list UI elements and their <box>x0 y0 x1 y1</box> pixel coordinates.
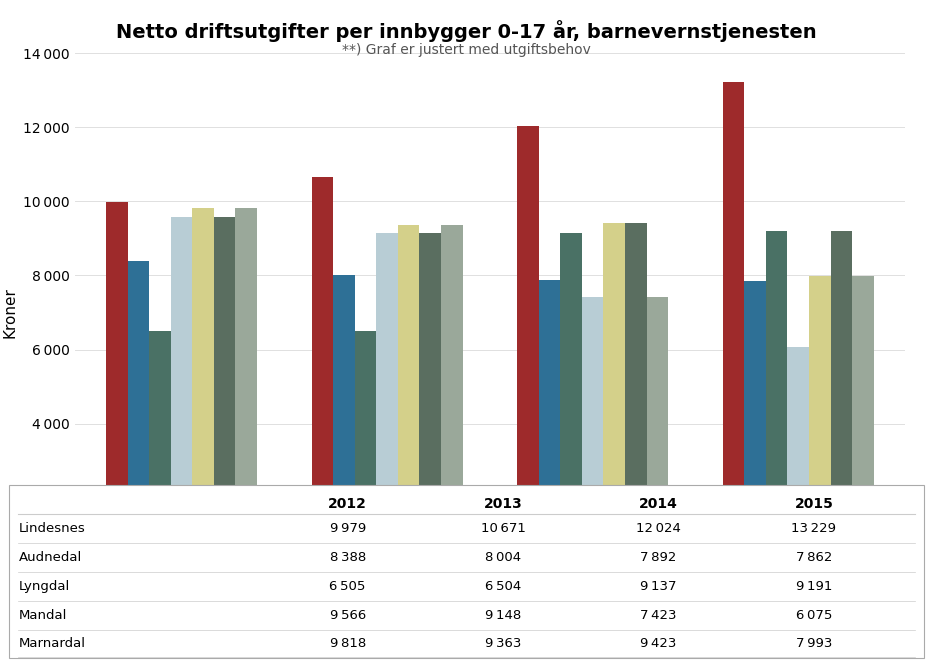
Bar <box>787 347 809 572</box>
Text: 6 075: 6 075 <box>796 608 832 622</box>
Text: 2013: 2013 <box>483 497 522 511</box>
Bar <box>647 297 668 572</box>
Legend: Lindesnes, Audnedal, Lyngdal, Mandal, Marnardal, Høyeste verdi i KOSTRA-gruppen,: Lindesnes, Audnedal, Lyngdal, Mandal, Ma… <box>131 613 849 632</box>
Bar <box>192 208 214 572</box>
Bar <box>149 331 171 572</box>
Text: 9 191: 9 191 <box>796 580 832 593</box>
Y-axis label: Kroner: Kroner <box>3 287 18 338</box>
Text: 9 137: 9 137 <box>640 580 676 593</box>
Bar <box>235 208 258 572</box>
Text: 9 818: 9 818 <box>329 638 366 650</box>
Text: 10 671: 10 671 <box>480 522 525 535</box>
Bar <box>171 217 192 572</box>
Text: 12 024: 12 024 <box>636 522 681 535</box>
Bar <box>766 231 787 572</box>
Text: 13 229: 13 229 <box>791 522 837 535</box>
Bar <box>312 176 333 572</box>
Bar <box>333 275 355 572</box>
Bar <box>722 82 745 572</box>
Text: Audnedal: Audnedal <box>19 551 82 564</box>
Bar <box>852 276 873 572</box>
Text: 6 505: 6 505 <box>329 580 366 593</box>
Text: 7 892: 7 892 <box>640 551 676 564</box>
Text: 7 423: 7 423 <box>640 608 676 622</box>
Text: 6 504: 6 504 <box>485 580 522 593</box>
Text: 9 363: 9 363 <box>485 638 522 650</box>
Bar <box>582 297 604 572</box>
Bar <box>106 202 128 572</box>
Bar <box>420 233 441 572</box>
Text: Lindesnes: Lindesnes <box>19 522 85 535</box>
Text: Mandal: Mandal <box>19 608 67 622</box>
Text: 9 566: 9 566 <box>329 608 366 622</box>
Bar <box>441 225 463 572</box>
Bar <box>128 261 149 572</box>
Bar <box>809 276 830 572</box>
Bar <box>625 223 647 572</box>
Text: 2014: 2014 <box>639 497 678 511</box>
Text: 9 148: 9 148 <box>485 608 522 622</box>
Text: Lyngdal: Lyngdal <box>19 580 70 593</box>
FancyBboxPatch shape <box>9 485 924 658</box>
Text: 7 862: 7 862 <box>796 551 832 564</box>
Bar <box>538 279 560 572</box>
Bar <box>560 233 582 572</box>
Text: Marnardal: Marnardal <box>19 638 86 650</box>
Bar <box>517 126 538 572</box>
Text: 9 423: 9 423 <box>640 638 676 650</box>
Text: **) Graf er justert med utgiftsbehov: **) Graf er justert med utgiftsbehov <box>342 43 591 57</box>
Bar <box>830 231 852 572</box>
Bar <box>355 331 376 572</box>
Bar <box>745 281 766 572</box>
Bar <box>376 233 397 572</box>
Text: 8 004: 8 004 <box>485 551 522 564</box>
Text: 7 993: 7 993 <box>796 638 832 650</box>
Text: 9 979: 9 979 <box>329 522 366 535</box>
Text: Netto driftsutgifter per innbygger 0-17 år, barnevernstjenesten: Netto driftsutgifter per innbygger 0-17 … <box>117 20 816 42</box>
Text: 8 388: 8 388 <box>329 551 366 564</box>
Text: 2015: 2015 <box>795 497 833 511</box>
Text: 2012: 2012 <box>328 497 367 511</box>
Bar <box>214 217 235 572</box>
Bar <box>397 225 420 572</box>
Bar <box>604 223 625 572</box>
